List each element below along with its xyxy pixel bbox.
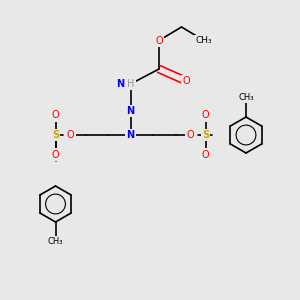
Text: O: O <box>155 35 163 46</box>
Text: CH₃: CH₃ <box>196 36 212 45</box>
Text: O: O <box>52 149 59 160</box>
Text: N: N <box>126 106 135 116</box>
Text: O: O <box>202 149 209 160</box>
Text: O: O <box>67 130 74 140</box>
Text: CH₃: CH₃ <box>238 93 254 102</box>
Text: O: O <box>202 110 209 121</box>
Text: O: O <box>52 110 59 121</box>
Text: N: N <box>126 130 135 140</box>
Text: S: S <box>202 130 209 140</box>
Text: CH₃: CH₃ <box>48 237 63 246</box>
Text: N: N <box>116 79 124 89</box>
Text: H: H <box>127 79 134 89</box>
Text: S: S <box>52 130 59 140</box>
Text: O: O <box>187 130 194 140</box>
Text: O: O <box>182 76 190 86</box>
